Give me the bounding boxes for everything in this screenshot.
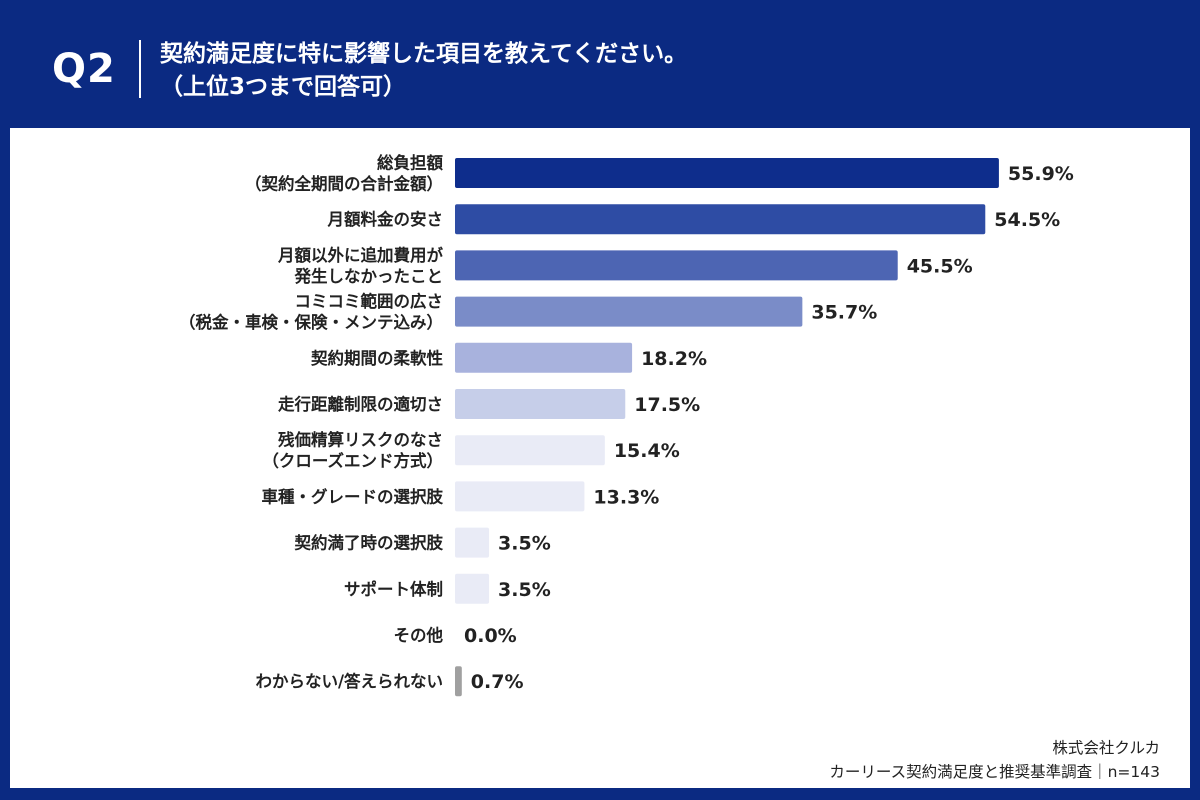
bar-2 bbox=[455, 250, 898, 281]
category-label-7-0: 車種・グレードの選択肢 bbox=[262, 486, 444, 506]
category-label-6-1: （クローズエンド方式） bbox=[262, 451, 443, 471]
bar-3 bbox=[455, 296, 803, 327]
category-label-10-0: その他 bbox=[394, 625, 444, 645]
bar-11 bbox=[455, 666, 462, 697]
category-label-0-1: （契約全期間の合計金額） bbox=[245, 174, 443, 194]
bar-8 bbox=[455, 527, 490, 558]
question-title-line-1: 契約満足度に特に影響した項目を教えてください。 bbox=[160, 41, 688, 67]
value-label-8: 3.5% bbox=[498, 533, 551, 555]
bar-chart: 55.9% 総負担額（契約全期間の合計金額） 54.5% 月額料金の安さ 45.5% 月額… bbox=[179, 153, 1074, 697]
value-label-10: 0.0% bbox=[464, 625, 517, 647]
question-number: Q2 bbox=[52, 46, 116, 92]
bar-4 bbox=[455, 342, 633, 373]
value-label-4: 18.2% bbox=[641, 348, 707, 370]
category-label-3-0: コミコミ範囲の広さ bbox=[295, 291, 444, 311]
bar-1 bbox=[455, 204, 986, 235]
bar-5 bbox=[455, 389, 626, 419]
category-label-8-0: 契約満了時の選択肢 bbox=[295, 533, 444, 553]
bar-0 bbox=[455, 158, 999, 188]
value-label-11: 0.7% bbox=[471, 671, 524, 693]
value-label-5: 17.5% bbox=[634, 394, 700, 416]
category-label-2-0: 月額以外に追加費用が bbox=[277, 245, 444, 265]
category-label-6-0: 残価精算リスクのなさ bbox=[278, 430, 443, 450]
value-label-2: 45.5% bbox=[907, 255, 973, 277]
category-label-0-0: 総負担額 bbox=[377, 153, 444, 173]
bar-9 bbox=[455, 573, 490, 604]
value-label-3: 35.7% bbox=[811, 302, 877, 324]
value-label-0: 55.9% bbox=[1008, 163, 1074, 185]
category-label-1-0: 月額料金の安さ bbox=[327, 209, 444, 229]
value-label-1: 54.5% bbox=[994, 209, 1060, 231]
footer-company: 株式会社クルカ bbox=[1052, 739, 1160, 757]
header-divider bbox=[139, 40, 141, 98]
header-bar: Q2 契約満足度に特に影響した項目を教えてください。 （上位3つまで回答可） bbox=[0, 0, 1200, 128]
value-label-6: 15.4% bbox=[614, 440, 680, 462]
footer-survey: カーリース契約満足度と推奨基準調査｜n=143 bbox=[829, 763, 1160, 781]
category-label-3-1: （税金・車検・保険・メンテ込み） bbox=[179, 312, 443, 332]
chart-card: 55.9% 総負担額 （契約全期間の合計金額） 54.5% 月額料金の安さ 45.5% 月額… bbox=[10, 128, 1190, 788]
category-label-9-0: サポート体制 bbox=[344, 579, 443, 599]
bar-6 bbox=[455, 435, 605, 466]
category-label-5-0: 走行距離制限の適切さ bbox=[278, 394, 443, 414]
category-label-4-0: 契約期間の柔軟性 bbox=[311, 348, 443, 368]
bar-7 bbox=[455, 481, 585, 512]
category-label-11-0: わからない/答えられない bbox=[255, 671, 443, 691]
value-label-7: 13.3% bbox=[593, 486, 659, 508]
question-title-line-2: （上位3つまで回答可） bbox=[160, 74, 407, 100]
value-label-9: 3.5% bbox=[498, 579, 551, 601]
category-label-2-1: 発生しなかったこと bbox=[294, 266, 444, 286]
question-title: 契約満足度に特に影響した項目を教えてください。 （上位3つまで回答可） bbox=[160, 38, 687, 104]
